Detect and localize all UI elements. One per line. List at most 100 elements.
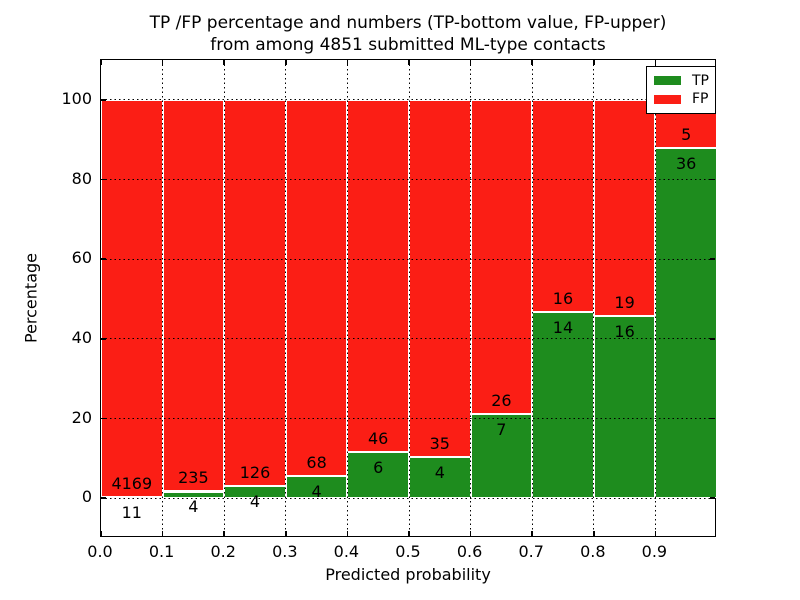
legend-label-fp: FP (692, 91, 709, 108)
chart-title-line1: TP /FP percentage and numbers (TP-bottom… (149, 13, 667, 33)
x-tick-mark-top (161, 60, 164, 65)
bar-segment-fp (101, 99, 163, 498)
legend-row: FP (654, 91, 709, 108)
x-tick-label: 0.1 (148, 542, 175, 561)
y-tick-label: 20 (71, 407, 92, 427)
gridline-x (162, 60, 164, 536)
bar-segment-fp (593, 99, 656, 317)
x-axis-label: Predicted probability (325, 565, 491, 584)
plot-area: 4169 11 235 4 126 4 68 4 46 6 35 4 26 7 16 14 19 16 5 36 (100, 59, 717, 537)
x-tick-label: 0.0 (87, 542, 113, 561)
x-tick-mark-top (531, 60, 533, 65)
gridline-x (346, 60, 348, 536)
gridline-x (654, 60, 656, 536)
bar-count-tp: 4 (249, 491, 261, 511)
gridline-x (285, 60, 287, 536)
bar-segment-tp (655, 148, 717, 499)
x-tick-label: 0.3 (272, 542, 298, 561)
gridline-x (470, 60, 472, 536)
gridline-x (408, 60, 410, 536)
bar-segment-fp (162, 99, 225, 492)
bar-count-fp: 16 (552, 289, 574, 309)
bar-count-tp: 4 (188, 497, 199, 517)
bar-segment-fp (532, 99, 594, 313)
bar-segment-fp (224, 99, 286, 486)
y-tick-label: 40 (71, 327, 92, 347)
bar-segment-tp (593, 316, 656, 499)
x-tick-label: 0.5 (395, 542, 421, 561)
bar-count-fp: 26 (491, 390, 512, 410)
y-tick-mark-right (710, 258, 715, 260)
y-tick-mark (101, 178, 106, 181)
x-tick-mark-top (654, 60, 657, 65)
y-tick-mark (101, 258, 106, 260)
bar-count-tp: 4 (311, 481, 322, 501)
gridline-x (593, 60, 595, 536)
x-tick-mark (408, 531, 410, 536)
bar-count-fp: 235 (178, 468, 209, 488)
x-tick-label: 0.6 (456, 542, 483, 561)
x-tick-label: 0.8 (580, 542, 606, 561)
bar-segment-fp (347, 99, 409, 453)
tp-swatch (654, 76, 681, 86)
bar-segment-tp (532, 312, 594, 499)
gridline-y (101, 99, 715, 101)
bar-count-fp: 126 (239, 462, 271, 482)
y-tick-mark (101, 417, 106, 420)
x-tick-label: 0.7 (518, 542, 544, 561)
x-tick-mark-top (100, 60, 102, 65)
x-tick-mark (654, 531, 657, 536)
x-tick-mark-top (223, 60, 225, 65)
gridline-y (101, 338, 715, 340)
bar-count-tp: 6 (373, 458, 384, 478)
y-tick-mark-right (710, 338, 715, 340)
x-tick-mark (593, 531, 595, 536)
chart-title: TP /FP percentage and numbers (TP-bottom… (100, 12, 716, 56)
y-tick-label: 80 (71, 168, 92, 188)
y-tick-mark (101, 99, 106, 101)
y-tick-mark-right (710, 178, 715, 181)
plot-area-inner: 4169 11 235 4 126 4 68 4 46 6 35 4 26 7 16 14 19 16 5 36 (100, 60, 717, 536)
x-tick-mark (161, 531, 164, 536)
x-tick-mark (469, 531, 472, 536)
x-tick-label: 0.4 (333, 542, 360, 561)
bar-count-fp: 19 (614, 292, 635, 312)
y-tick-mark-right (710, 497, 715, 499)
x-tick-mark-top (408, 60, 410, 65)
legend-label-tp: TP (692, 72, 709, 89)
x-tick-mark (531, 531, 533, 536)
chart-title-line2: from among 4851 submitted ML-type contac… (210, 35, 606, 55)
bar-count-tp: 4 (434, 463, 445, 483)
bar-segment-fp (285, 99, 348, 477)
legend: TP FP (646, 66, 716, 114)
x-tick-label: 0.2 (210, 542, 236, 561)
bar-segment-fp (409, 99, 471, 458)
gridline-y (101, 258, 715, 260)
y-tick-mark (101, 497, 106, 499)
gridline-x (223, 60, 225, 536)
y-tick-label: 60 (71, 248, 92, 268)
bar-count-tp: 14 (552, 318, 574, 338)
bar-count-fp: 35 (429, 434, 450, 454)
bar-count-fp: 68 (306, 452, 327, 472)
bar-count-fp: 46 (368, 429, 389, 449)
bar-segment-fp (470, 99, 533, 414)
x-tick-mark-top (469, 60, 472, 65)
x-tick-mark-top (285, 60, 287, 65)
x-tick-label: 0.9 (641, 542, 668, 561)
bar-count-tp: 36 (676, 154, 697, 174)
gridline-y (101, 179, 715, 180)
gridline-y (101, 418, 715, 419)
x-tick-mark (346, 531, 349, 536)
fp-swatch (654, 94, 681, 104)
bar-segment-tp (409, 457, 471, 499)
x-tick-mark-top (593, 60, 595, 65)
gridline-y (101, 497, 715, 499)
x-tick-mark (223, 531, 225, 536)
y-tick-mark-right (710, 417, 715, 420)
y-tick-label: 0 (81, 487, 92, 507)
x-tick-mark (285, 531, 287, 536)
gridline-x (531, 60, 533, 536)
x-tick-mark (100, 531, 102, 536)
